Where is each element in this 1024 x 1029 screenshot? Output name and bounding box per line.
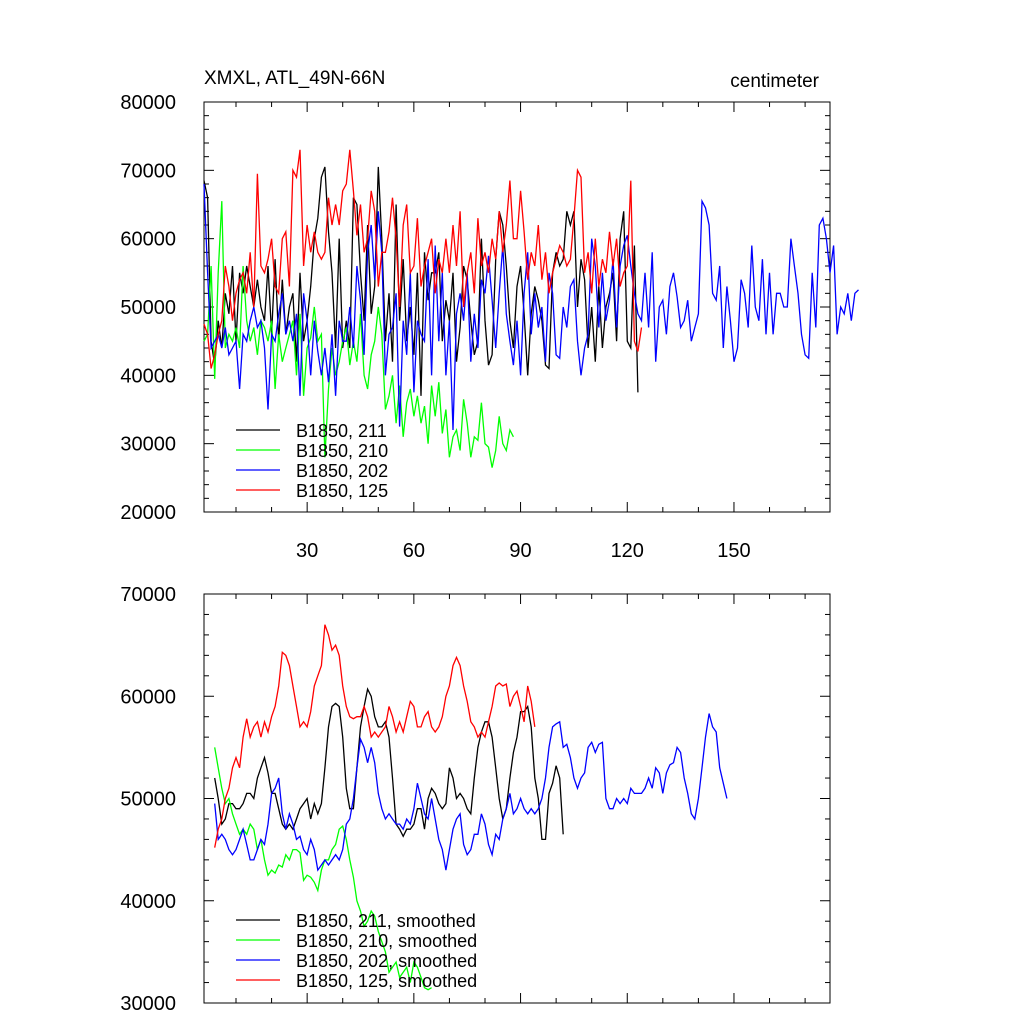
series-line-0 xyxy=(203,166,639,396)
chart-title: XMXL, ATL_49N-66N xyxy=(204,68,385,89)
series-line-0 xyxy=(214,687,564,841)
y-tick-label: 80000 xyxy=(120,92,176,114)
series-line-2 xyxy=(203,183,859,431)
legend-label: B1850, 211, smoothed xyxy=(296,911,476,931)
series-line-3 xyxy=(203,149,643,369)
units-label: centimeter xyxy=(730,71,819,92)
series-line-1 xyxy=(203,201,514,468)
y-tick-label: 40000 xyxy=(120,365,176,387)
y-tick-label: 60000 xyxy=(120,229,176,251)
y-tick-label: 70000 xyxy=(120,584,176,606)
y-tick-label: 50000 xyxy=(120,789,176,811)
x-tick-label: 90 xyxy=(509,540,531,562)
series-line-1 xyxy=(214,747,432,991)
legend-label: B1850, 210 xyxy=(296,441,388,461)
y-tick-label: 30000 xyxy=(120,993,176,1015)
legend-label: B1850, 202, smoothed xyxy=(296,951,477,971)
panel-bottom: 30000 40000 50000 60000 70000 B1850, 211, smo… xyxy=(120,584,831,1015)
y-tick-label: 70000 xyxy=(120,160,176,182)
legend-label: B1850, 210, smoothed xyxy=(296,931,477,951)
y-tick-label: 40000 xyxy=(120,891,176,913)
series-line-2 xyxy=(214,713,728,872)
legend-label: B1850, 202 xyxy=(296,461,388,481)
legend-label: B1850, 125, smoothed xyxy=(296,971,477,991)
x-tick-label: 120 xyxy=(611,540,644,562)
x-tick-label: 60 xyxy=(403,540,425,562)
y-tick-label: 60000 xyxy=(120,686,176,708)
y-tick-label: 50000 xyxy=(120,297,176,319)
x-tick-label: 30 xyxy=(296,540,318,562)
legend-label: B1850, 211 xyxy=(296,421,387,441)
y-tick-label: 20000 xyxy=(120,502,176,524)
panel-top: XMXL, ATL_49N-66N centimeter 20000 30000 4… xyxy=(120,68,859,562)
y-tick-label: 30000 xyxy=(120,434,176,456)
x-tick-label: 150 xyxy=(717,540,750,562)
series-line-3 xyxy=(214,624,536,848)
legend-label: B1850, 125 xyxy=(296,481,388,501)
